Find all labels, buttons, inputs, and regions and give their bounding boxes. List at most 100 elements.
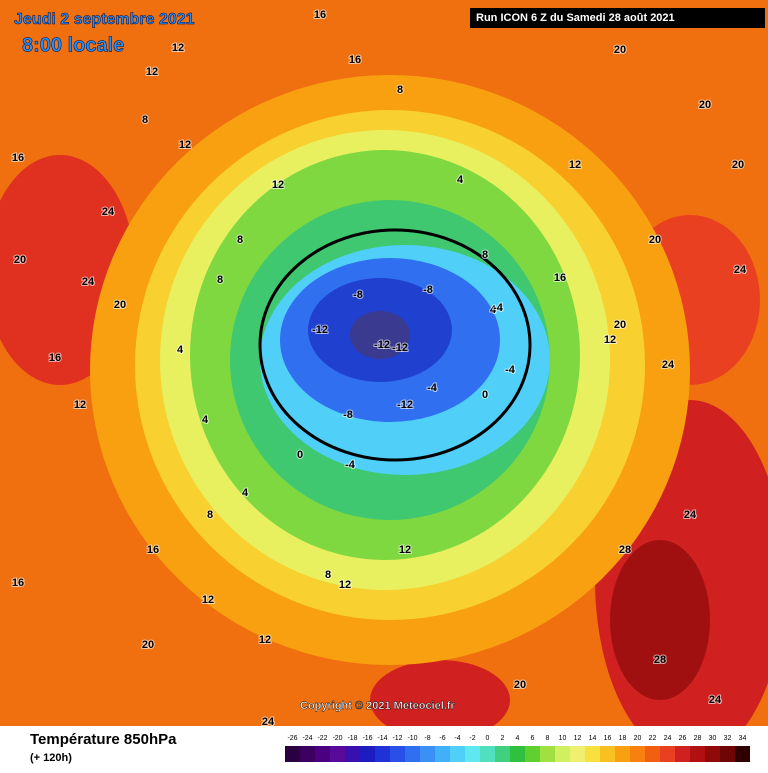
temp-band — [350, 311, 410, 359]
legend-label: -18 — [347, 735, 357, 742]
legend-label: -12 — [392, 735, 402, 742]
legend-label: -4 — [454, 735, 460, 742]
legend-swatch — [315, 746, 330, 762]
legend-label: -16 — [362, 735, 372, 742]
legend-swatch — [555, 746, 570, 762]
contour-label: 12 — [604, 334, 616, 346]
contour-labels: 20 20 20 24 24 24 28 28 24 20 24 20 16 16 12 12 12 12 8 8 4 4… — [11, 8, 748, 729]
legend-label: 28 — [694, 735, 702, 742]
legend-swatch — [630, 746, 645, 762]
contour-label: 12 — [202, 594, 214, 606]
warm-area — [610, 540, 710, 700]
contour-label: 24 — [734, 264, 747, 276]
legend-label: -22 — [317, 735, 327, 742]
legend-label: -6 — [439, 735, 445, 742]
legend-swatch — [690, 746, 705, 762]
footer-title: Température 850hPa — [30, 731, 177, 748]
contour-label: 16 — [314, 9, 326, 21]
contour-label: -12 — [374, 339, 390, 351]
contour-label: 16 — [12, 577, 24, 589]
legend-label: -10 — [407, 735, 417, 742]
legend-label: -14 — [377, 735, 387, 742]
legend-swatch — [570, 746, 585, 762]
legend-label: -20 — [332, 735, 342, 742]
contour-label: 8 — [482, 249, 488, 261]
contour-label: 16 — [554, 272, 566, 284]
contour-label: 20 — [14, 254, 26, 266]
legend-label: 34 — [739, 735, 747, 742]
warm-area — [370, 660, 510, 740]
legend-swatch — [465, 746, 480, 762]
contour-label: 8 — [142, 114, 148, 126]
contour-label: -4 — [345, 459, 356, 471]
contour-label: 24 — [102, 206, 115, 218]
legend-label: 26 — [679, 735, 687, 742]
contour-label: -8 — [423, 284, 433, 296]
contour-label: 16 — [147, 544, 159, 556]
legend-swatch — [495, 746, 510, 762]
contour-label: -4 — [505, 364, 516, 376]
legend-label: 22 — [649, 735, 657, 742]
legend-swatch — [660, 746, 675, 762]
legend: -26 -24 -22 -20 -18 -16 -14 -12 -10 -8 -6 -4 -2 0 2 4 6 8… — [285, 735, 750, 762]
contour-label: 12 — [74, 399, 86, 411]
contour-label: 8 — [217, 274, 223, 286]
contour-label: 16 — [12, 152, 24, 164]
legend-label: 16 — [604, 735, 612, 742]
contour-label: 8 — [325, 569, 331, 581]
contour-label: 12 — [399, 544, 411, 556]
legend-label: 12 — [574, 735, 582, 742]
legend-label: -26 — [287, 735, 297, 742]
contour-label: 24 — [82, 276, 95, 288]
legend-swatch — [420, 746, 435, 762]
contour-label: -4 — [493, 302, 504, 314]
contour-label: 20 — [732, 159, 744, 171]
legend-label: 14 — [589, 735, 597, 742]
legend-label: 2 — [501, 735, 505, 742]
legend-label: -24 — [302, 735, 312, 742]
contour-label: 4 — [242, 487, 249, 499]
legend-swatch — [330, 746, 345, 762]
contour-label: 28 — [619, 544, 631, 556]
contour-label: 20 — [614, 319, 626, 331]
contour-label: 8 — [237, 234, 243, 246]
legend-label: 10 — [559, 735, 567, 742]
contour-label: 16 — [49, 352, 61, 364]
legend-swatch — [285, 746, 300, 762]
contour-label: 8 — [207, 509, 213, 521]
legend-label: -2 — [469, 735, 475, 742]
legend-swatch — [615, 746, 630, 762]
legend-swatch — [735, 746, 750, 762]
contour-label: 24 — [662, 359, 675, 371]
legend-label: 24 — [664, 735, 672, 742]
contour-label: -12 — [312, 324, 328, 336]
contour-label: 4 — [177, 344, 184, 356]
contour-label: -4 — [427, 382, 438, 394]
contour-label: 0 — [482, 389, 488, 401]
contour-label: 12 — [172, 42, 184, 54]
contour-label: 24 — [262, 716, 275, 728]
contour-label: 8 — [397, 84, 403, 96]
legend-swatch — [300, 746, 315, 762]
contour-label: -8 — [343, 409, 353, 421]
run-date: Jeudi 2 septembre 2021 — [14, 11, 195, 28]
legend-swatch — [540, 746, 555, 762]
contour-label: 12 — [272, 179, 284, 191]
contour-label: -12 — [397, 399, 413, 411]
contour-label: 20 — [614, 44, 626, 56]
legend-swatch — [705, 746, 720, 762]
contour-label: 20 — [699, 99, 711, 111]
legend-swatch — [645, 746, 660, 762]
run-time: 8:00 locale — [22, 34, 124, 56]
legend-swatch — [720, 746, 735, 762]
legend-label: 6 — [531, 735, 535, 742]
legend-label: -8 — [424, 735, 430, 742]
legend-swatch — [390, 746, 405, 762]
contour-label: 28 — [654, 654, 666, 666]
legend-swatch — [675, 746, 690, 762]
contour-label: 4 — [457, 174, 464, 186]
run-box — [470, 8, 765, 28]
legend-swatch — [375, 746, 390, 762]
legend-label: 0 — [486, 735, 490, 742]
